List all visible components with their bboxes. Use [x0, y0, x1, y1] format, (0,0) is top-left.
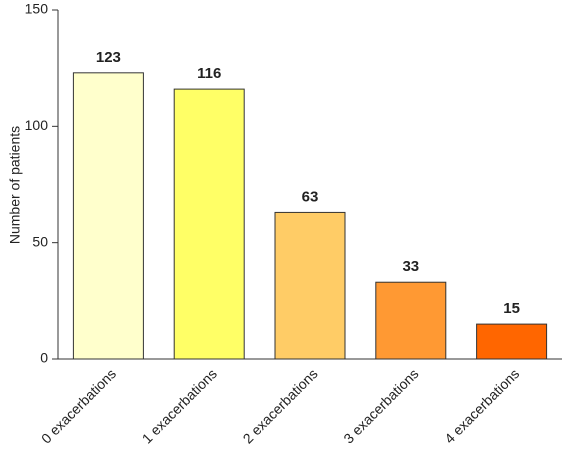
- value-label: 33: [402, 258, 419, 275]
- bar: [173, 88, 245, 360]
- value-label: 15: [503, 300, 520, 317]
- bar: [274, 211, 346, 360]
- value-label: 123: [96, 49, 121, 66]
- value-label: 116: [197, 65, 221, 82]
- bar: [476, 323, 548, 360]
- x-tick-label: 1 exacerbations: [139, 365, 220, 446]
- value-label: 63: [302, 188, 319, 205]
- x-tick-label: 2 exacerbations: [240, 365, 321, 446]
- y-tick-label: 50: [32, 233, 48, 249]
- y-tick-label: 150: [25, 1, 49, 17]
- x-tick-label: 4 exacerbations: [441, 365, 522, 446]
- y-tick-label: 100: [25, 117, 49, 133]
- x-tick-label: 3 exacerbations: [340, 365, 421, 446]
- x-tick-label: 0 exacerbations: [38, 365, 119, 446]
- bar: [375, 281, 447, 360]
- y-axis-label: Number of patients: [7, 126, 23, 244]
- bar: [72, 72, 144, 360]
- y-tick-label: 0: [40, 350, 48, 366]
